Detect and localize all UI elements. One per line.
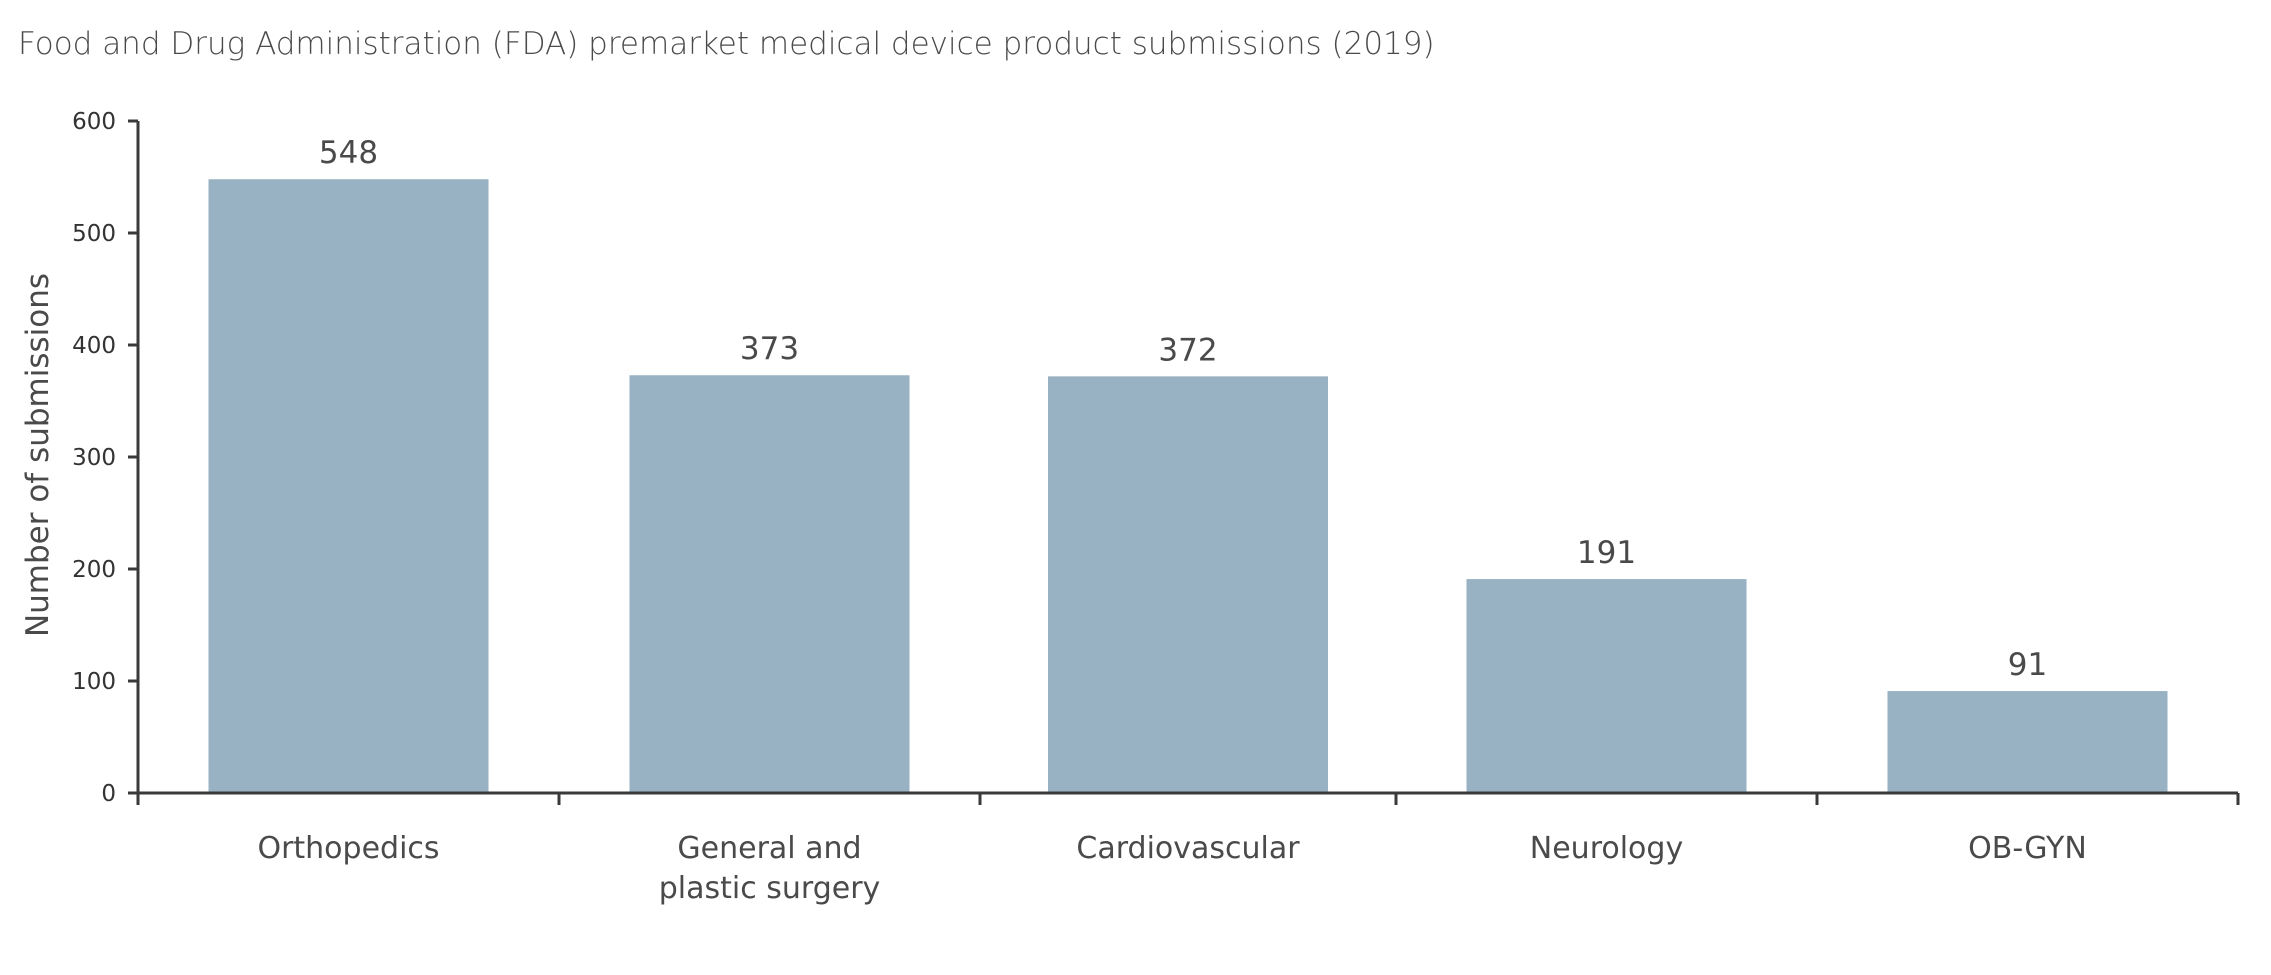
- x-tick-label: Cardiovascular: [1076, 831, 1300, 866]
- y-tick-label: 500: [72, 221, 116, 247]
- y-axis-label: Number of submissions: [20, 273, 56, 637]
- bar: [1887, 691, 2168, 793]
- x-tick-label: Neurology: [1530, 831, 1683, 866]
- y-tick-label: 0: [101, 781, 116, 807]
- y-tick-label: 100: [72, 669, 116, 695]
- x-tick-label: Orthopedics: [257, 831, 439, 866]
- bar: [1466, 579, 1747, 793]
- y-tick-label: 200: [72, 557, 116, 583]
- x-tick-label: General and plastic surgery: [659, 831, 881, 906]
- y-tick-label: 600: [72, 109, 116, 135]
- bar: [208, 179, 489, 794]
- data-label: 372: [1158, 332, 1217, 368]
- chart-title: Food and Drug Administration (FDA) prema…: [18, 26, 1435, 62]
- data-label: 548: [319, 135, 378, 171]
- data-label: 191: [1577, 535, 1636, 571]
- bar: [629, 375, 910, 793]
- x-tick-label: OB-GYN: [1968, 831, 2087, 866]
- y-tick-label: 400: [72, 333, 116, 359]
- data-label: 373: [740, 331, 799, 367]
- y-tick-label: 300: [72, 445, 116, 471]
- data-label: 91: [2008, 647, 2047, 683]
- bar: [1048, 376, 1328, 793]
